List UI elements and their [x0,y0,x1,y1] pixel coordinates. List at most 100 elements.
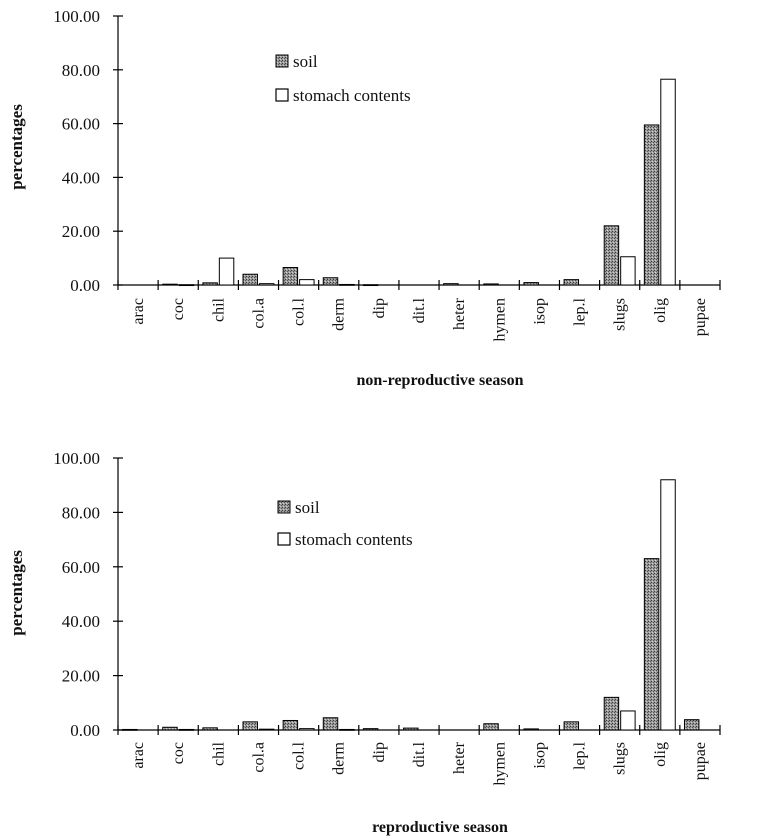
chart-2-category-label: col.a [250,742,267,773]
chart-2-bar-soil-coc [162,726,178,731]
chart-1-category-label: coc [170,298,187,320]
chart-2-category-label: chil [210,741,227,766]
chart-2-y-tick-label: 0.00 [70,721,100,740]
chart-1-bar-soil-lep-l [563,279,580,286]
chart-2-bar-soil-hymen [483,723,499,731]
chart-2-category-label: slugs [612,742,629,775]
chart-1-bar-soil-isop [523,282,539,286]
chart-2-category-label: isop [531,742,548,769]
chart-1-bar-soil-chil [202,282,218,286]
chart-2-bar-soil-olig [643,558,660,731]
chart-2-category-label: dit.l [411,741,428,767]
chart-2-bar-soil-derm [322,717,339,731]
chart-1-xlabel: non-reproductive season [357,372,524,389]
chart-2-bar-stomach-derm [339,728,355,731]
chart-2-y-tick-label: 40.00 [62,612,100,631]
chart-1-y-tick-label: 0.00 [70,276,100,295]
chart-2-y-tick-label: 60.00 [62,558,100,577]
chart-1-legend: soil stomach contents [275,52,411,105]
chart-2-category-label: lep.l [572,741,589,770]
chart-2-legend: soil stomach contents [277,498,413,549]
chart-1-category-label: col.l [291,297,308,326]
chart-2-bar-stomach-olig [660,479,676,731]
chart-1-legend-label-soil: soil [293,52,318,71]
chart-1: percentages non-reproductive season soil… [7,52,524,389]
chart-2-category-label: pupae [692,742,709,780]
chart-1-bar-stomach-olig [660,78,676,286]
chart-1-category-label: heter [451,297,468,330]
chart-1-bar-soil-hymen [483,283,499,286]
chart-1-category-label: chil [210,297,227,322]
chart-1-y-tick-label: 80.00 [62,61,100,80]
chart-2-category-label: coc [170,742,187,764]
chart-2-bar-soil-chil [202,727,218,731]
chart-1-bar-soil-heter [443,283,459,286]
chart-1-category-label: olig [652,298,669,323]
chart-1-bar-soil-col-a [242,273,258,286]
chart-2-bar-soil-col-a [242,721,258,731]
chart-1-category-label: dip [371,298,388,318]
chart-1-plot: 0.00 20.00 40.00 60.00 80.00 100.00 arac coc chi… [53,7,721,342]
chart-1-bar-stomach-col-a [258,283,275,286]
chart-2-bar-soil-lep-l [563,721,580,731]
chart-1-bar-stomach-chil [218,257,235,286]
chart-2-y-tick-label: 20.00 [62,667,100,686]
chart-2-bar-stomach-col-a [258,728,275,731]
chart-2-bar-soil-dip [362,728,379,731]
chart-1-category-label: isop [531,298,548,325]
chart-1-category-label: col.a [250,298,267,329]
chart-1-y-tick-label: 40.00 [62,168,100,187]
chart-2-category-label: olig [652,742,669,767]
chart-2-bar-soil-slugs [603,696,620,731]
chart-2-category-label: heter [451,741,468,774]
chart-1-y-tick-label: 100.00 [53,7,100,26]
chart-2-bar-soil-dit-l [403,727,419,731]
chart-1-y-tick-label: 20.00 [62,222,100,241]
chart-2-bar-soil-col-l [282,719,299,731]
chart-2-legend-label-stomach: stomach contents [295,530,413,549]
chart-1-bar-soil-derm [322,277,339,286]
chart-2-bar-stomach-coc [178,728,195,731]
chart-1-bar-stomach-slugs [620,256,636,286]
chart-2-bar-stomach-slugs [620,710,636,731]
chart-2-y-tick-label: 100.00 [53,449,100,468]
chart-1-bar-soil-dip [362,284,379,287]
chart-1-category-label: pupae [692,298,709,336]
chart-1-legend-swatch-stomach [275,88,289,102]
chart-1-bar-soil-col-l [282,267,299,286]
chart-1-bar-soil-olig [643,124,660,286]
chart-2-legend-swatch-soil [277,500,291,514]
chart-2-plot: 0.00 20.00 40.00 60.00 80.00 100.00 arac coc chi… [53,449,721,786]
chart-1-legend-label-stomach: stomach contents [293,86,411,105]
chart-2-bar-soil-pupae [683,719,700,731]
chart-2-y-tick-label: 80.00 [62,503,100,522]
chart-2-category-label: dip [371,742,388,762]
chart-2-legend-label-soil: soil [295,498,320,517]
chart-2-bar-soil-arac [122,728,138,731]
chart-1-bar-soil-coc [162,283,178,286]
chart-2-category-label: hymen [491,742,508,786]
chart-1-bar-stomach-coc [178,284,195,287]
chart-2-category-label: derm [331,741,348,774]
chart-1-legend-swatch-soil [275,54,289,68]
chart-2-legend-swatch-stomach [277,532,291,546]
chart-1-category-label: arac [130,298,147,325]
chart-2-bar-stomach-col-l [299,728,315,731]
chart-2: percentages reproductive season soil sto… [7,498,508,836]
chart-2-category-label: col.l [291,741,308,770]
chart-1-ylabel: percentages [7,104,26,190]
chart-1-category-label: lep.l [572,297,589,326]
chart-1-bar-stomach-col-l [299,279,315,286]
chart-1-category-label: slugs [612,298,629,331]
chart-1-y-tick-label: 60.00 [62,115,100,134]
chart-2-xlabel: reproductive season [372,819,508,836]
chart-1-bar-stomach-derm [339,283,355,286]
chart-1-category-label: dit.l [411,297,428,323]
chart-2-bar-soil-isop [523,728,539,731]
chart-2-ylabel: percentages [7,550,26,636]
chart-1-category-label: hymen [491,298,508,342]
chart-2-category-label: arac [130,742,147,769]
chart-1-category-label: derm [331,297,348,330]
chart-1-bar-soil-slugs [603,225,620,286]
